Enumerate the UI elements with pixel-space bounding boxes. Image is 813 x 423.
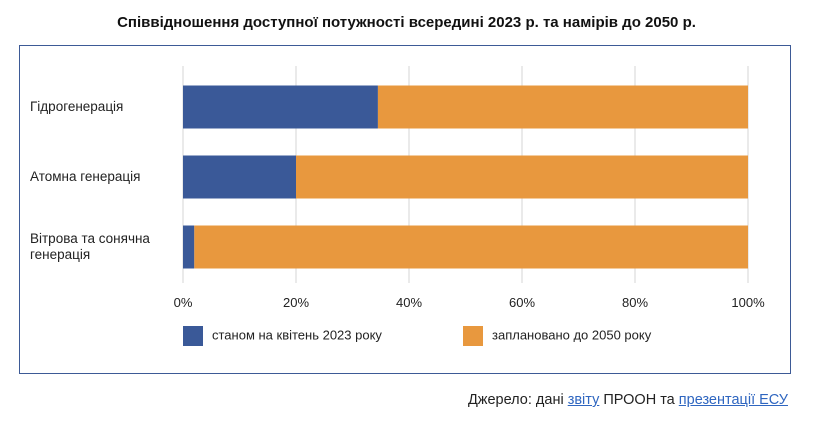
x-tick-label: 40% bbox=[396, 295, 422, 310]
x-tick-label: 80% bbox=[622, 295, 648, 310]
source-link-report[interactable]: звіту bbox=[567, 392, 600, 408]
x-tick-label: 0% bbox=[174, 295, 193, 310]
chart-title: Співвідношення доступної потужності всер… bbox=[117, 14, 696, 31]
x-tick-label: 60% bbox=[509, 295, 535, 310]
bar-2050-2 bbox=[296, 155, 748, 199]
source-middle: ПРООН та bbox=[599, 392, 679, 408]
chart-frame bbox=[19, 45, 791, 374]
bar-2050-1 bbox=[377, 85, 748, 129]
y-category-label-line: Атомна генерація bbox=[30, 169, 141, 184]
y-category-label-line: Вітрова та сонячна bbox=[30, 231, 150, 246]
legend-item-2050: заплановано до 2050 року bbox=[463, 326, 651, 346]
y-category-label: Атомна генерація bbox=[30, 169, 140, 185]
x-tick-label: 100% bbox=[731, 295, 765, 310]
source-prefix: Джерело: дані bbox=[467, 392, 568, 408]
y-category-label-line: Гідрогенерація bbox=[30, 99, 124, 114]
bar-2023-2 bbox=[183, 155, 296, 199]
legend-swatch-2050 bbox=[463, 326, 483, 346]
legend-label-2050: заплановано до 2050 року bbox=[492, 327, 652, 343]
x-tick-label: 20% bbox=[283, 295, 309, 310]
source-link-presentation[interactable]: презентації ЕСУ bbox=[678, 392, 788, 408]
bar-2023-1 bbox=[183, 85, 378, 129]
y-category-label: Вітрова та сонячна генерація bbox=[30, 231, 150, 263]
legend-label-2023: станом на квітень 2023 року bbox=[212, 327, 382, 343]
bar-2023-3 bbox=[183, 225, 195, 269]
y-category-label-line: генерація bbox=[30, 247, 91, 262]
y-category-label: Гідрогенерація bbox=[30, 99, 123, 115]
source-note: Джерело: дані звіту ПРООН та презентації… bbox=[468, 392, 788, 408]
bar-2050-3 bbox=[194, 225, 749, 269]
legend-swatch-2023 bbox=[183, 326, 203, 346]
legend-item-2023: станом на квітень 2023 року bbox=[183, 326, 382, 346]
